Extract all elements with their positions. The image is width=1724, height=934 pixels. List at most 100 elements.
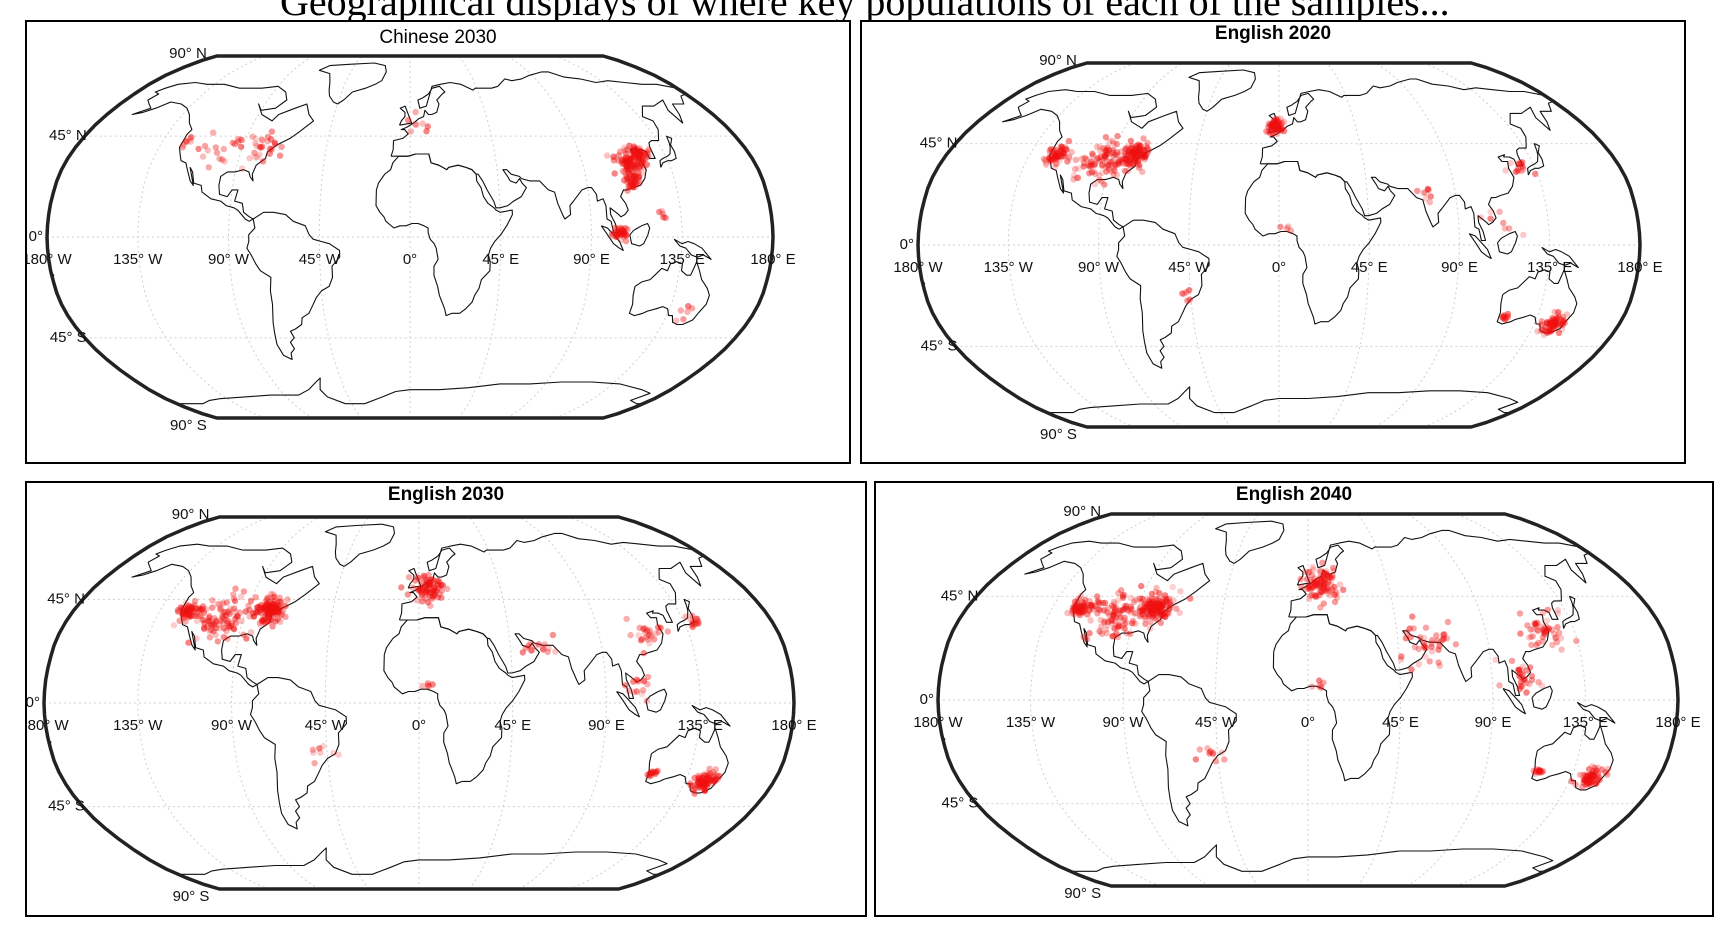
population-point xyxy=(541,641,548,648)
population-point xyxy=(1594,775,1601,782)
population-point xyxy=(1156,608,1163,616)
population-point xyxy=(1121,605,1129,612)
population-point xyxy=(1267,123,1275,130)
population-point xyxy=(649,770,657,777)
coastline xyxy=(407,567,422,589)
population-point xyxy=(230,605,238,612)
population-point xyxy=(230,591,237,598)
population-point xyxy=(199,603,207,610)
longitude-label: 90° E xyxy=(588,717,625,734)
population-point xyxy=(707,775,714,782)
population-point xyxy=(710,776,717,783)
population-point xyxy=(639,169,646,176)
population-point xyxy=(703,781,710,788)
population-point xyxy=(405,574,413,581)
longitude-gridline xyxy=(1374,62,1461,428)
population-point xyxy=(420,572,427,579)
population-point xyxy=(222,612,229,619)
population-point xyxy=(209,597,216,604)
population-point xyxy=(1415,661,1423,668)
population-point xyxy=(1147,608,1154,615)
population-point xyxy=(1086,607,1093,614)
population-point xyxy=(261,605,268,612)
population-point xyxy=(209,604,216,611)
population-point xyxy=(1320,577,1328,584)
population-point xyxy=(1535,679,1542,686)
population-point xyxy=(1074,174,1082,181)
population-point xyxy=(231,140,239,148)
population-point xyxy=(434,581,442,589)
population-point xyxy=(1323,568,1330,575)
population-point xyxy=(1582,781,1590,789)
population-point xyxy=(272,618,279,625)
population-point xyxy=(1155,604,1162,611)
population-point xyxy=(1516,610,1524,617)
coastline xyxy=(375,153,513,317)
population-point xyxy=(422,592,429,599)
population-point xyxy=(1538,682,1546,689)
population-point xyxy=(1268,122,1275,129)
population-point xyxy=(224,617,232,625)
population-point xyxy=(269,607,276,615)
population-point xyxy=(180,614,188,621)
population-point xyxy=(1102,626,1110,633)
population-point xyxy=(1095,597,1102,604)
population-point xyxy=(1112,613,1120,621)
population-point xyxy=(200,607,208,615)
population-point xyxy=(270,603,277,610)
population-point xyxy=(276,602,283,610)
population-point xyxy=(641,163,648,171)
population-point xyxy=(1101,144,1109,152)
population-point xyxy=(420,583,427,591)
coastline xyxy=(645,727,729,794)
population-point xyxy=(647,631,655,638)
population-point xyxy=(227,605,234,612)
population-point xyxy=(1535,639,1542,647)
population-point xyxy=(1555,313,1563,320)
population-point xyxy=(1101,599,1109,607)
population-point xyxy=(1317,681,1324,688)
population-point xyxy=(618,157,625,164)
population-point xyxy=(684,308,691,315)
population-point xyxy=(1121,614,1128,621)
population-point xyxy=(1520,166,1527,173)
population-point xyxy=(430,588,438,595)
population-point xyxy=(1329,574,1336,581)
population-point xyxy=(1120,160,1127,167)
population-point xyxy=(1110,611,1117,618)
population-point xyxy=(268,146,275,153)
population-point xyxy=(1110,164,1118,171)
population-point xyxy=(1532,170,1539,178)
population-point xyxy=(635,179,643,187)
longitude-gridline xyxy=(554,55,683,419)
population-point xyxy=(640,687,647,694)
population-point xyxy=(1218,749,1225,756)
population-point xyxy=(636,163,643,170)
population-point xyxy=(434,581,441,588)
population-point xyxy=(610,153,617,161)
population-point xyxy=(1321,570,1328,577)
population-point xyxy=(677,307,684,314)
population-point xyxy=(422,576,430,584)
population-point xyxy=(219,619,227,627)
population-point xyxy=(214,600,221,608)
population-point xyxy=(198,606,205,613)
population-point xyxy=(420,585,427,593)
population-point xyxy=(274,599,281,606)
population-point xyxy=(214,638,221,645)
population-point xyxy=(256,143,263,151)
population-point xyxy=(630,162,638,169)
population-point xyxy=(628,165,635,172)
coastline xyxy=(246,211,341,361)
population-point xyxy=(698,773,706,780)
population-point xyxy=(253,604,261,611)
population-point xyxy=(1111,625,1118,632)
population-point xyxy=(1071,165,1079,173)
population-point xyxy=(1602,769,1609,776)
longitude-label: 180° E xyxy=(771,717,816,734)
population-point xyxy=(1326,592,1334,599)
population-point xyxy=(444,585,451,593)
population-point xyxy=(210,628,217,635)
population-point xyxy=(1532,620,1539,628)
population-point xyxy=(190,608,197,615)
